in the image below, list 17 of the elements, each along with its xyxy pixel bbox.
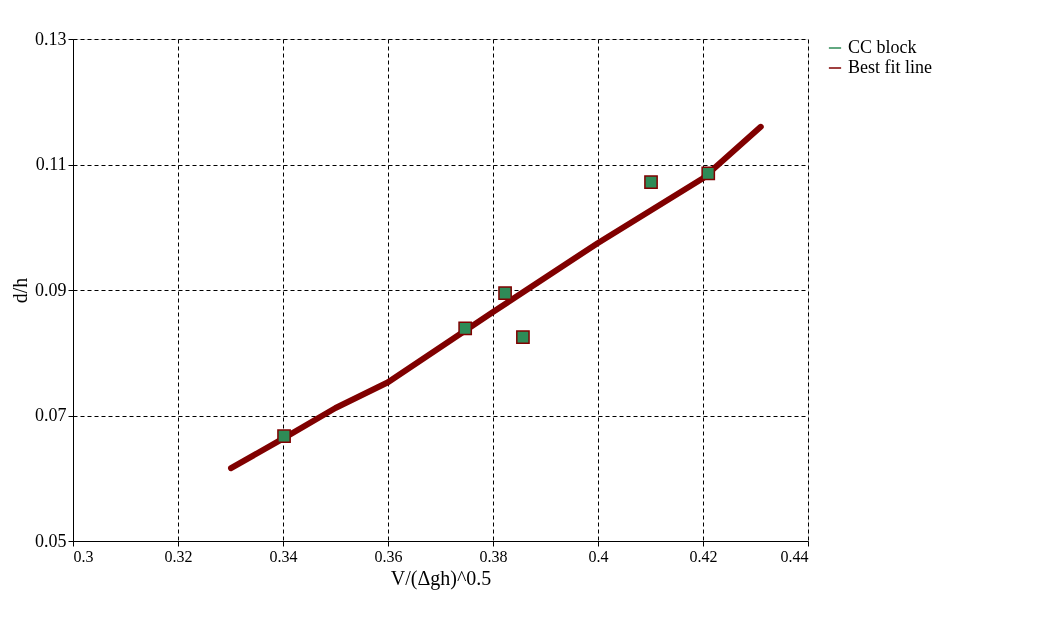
y-tick-label: 0.13 (35, 28, 67, 49)
x-axis-title: V/(Δgh)^0.5 (390, 566, 492, 590)
legend-label: Best fit line (848, 57, 932, 77)
legend-label: CC block (848, 37, 917, 57)
x-tick-label: 0.36 (374, 547, 403, 565)
y-tick-label: 0.09 (35, 279, 67, 300)
x-tick-label: 0.44 (780, 547, 809, 565)
x-tick-label: 0.34 (269, 547, 298, 565)
y-axis-title: d/h (9, 277, 31, 304)
x-tick-label: 0.32 (164, 547, 193, 565)
y-tick-label: 0.07 (35, 405, 67, 425)
x-tick-label: 0.3 (73, 547, 94, 565)
y-tick-label: 0.11 (35, 154, 67, 174)
x-tick-label: 0.38 (479, 547, 508, 565)
x-tick-label: 0.4 (588, 547, 609, 565)
x-tick-label: 0.42 (689, 547, 718, 565)
y-tick-label: 0.05 (35, 530, 67, 551)
